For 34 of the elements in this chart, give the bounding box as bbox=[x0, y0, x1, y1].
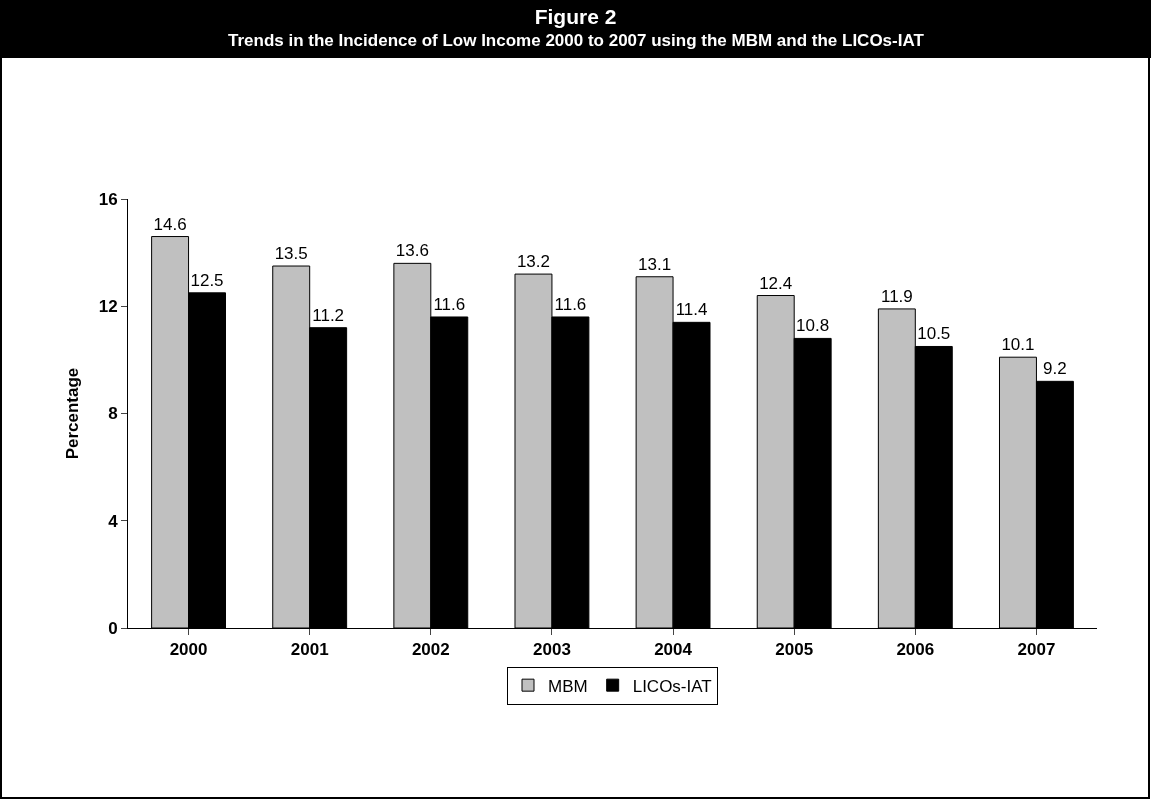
chart-subtitle: Trends in the Incidence of Low Income 2000 to 2007 using the MBM and the LICOs-IAT bbox=[228, 31, 925, 50]
data-label: 10.8 bbox=[796, 316, 830, 336]
data-label: 11.6 bbox=[433, 294, 466, 314]
data-label: 13.5 bbox=[274, 244, 308, 264]
legend-label: MBM bbox=[548, 676, 588, 696]
y-tick-label: 8 bbox=[108, 404, 118, 424]
y-tick-label: 12 bbox=[98, 297, 118, 317]
data-label: 10.1 bbox=[1001, 335, 1035, 355]
x-tick-label: 2002 bbox=[411, 640, 450, 660]
data-label: 13.1 bbox=[638, 254, 672, 274]
x-tick-label: 2007 bbox=[1017, 640, 1056, 660]
data-label: 10.5 bbox=[917, 324, 951, 344]
x-tick-label: 2006 bbox=[896, 640, 935, 660]
data-label: 11.9 bbox=[880, 286, 913, 306]
x-tick-label: 2003 bbox=[533, 640, 571, 660]
data-label: 11.4 bbox=[675, 300, 708, 320]
y-axis-title: Percentage bbox=[63, 367, 83, 460]
x-tick-label: 2004 bbox=[654, 640, 693, 660]
legend-label: LICOs-IAT bbox=[632, 676, 712, 696]
data-label: 14.6 bbox=[153, 214, 187, 234]
x-tick-label: 2005 bbox=[775, 640, 814, 660]
y-tick-label: 4 bbox=[108, 511, 119, 531]
data-label: 11.2 bbox=[312, 305, 345, 325]
data-label: 13.2 bbox=[516, 252, 551, 272]
data-label: 13.6 bbox=[395, 241, 429, 261]
y-tick-label: 0 bbox=[108, 618, 118, 638]
data-label: 11.6 bbox=[554, 294, 587, 314]
y-tick-label: 16 bbox=[98, 189, 118, 209]
x-tick-label: 2001 bbox=[290, 640, 329, 660]
data-label: 9.2 bbox=[1043, 359, 1067, 379]
data-label: 12.4 bbox=[759, 273, 793, 293]
data-label: 12.5 bbox=[190, 270, 224, 290]
x-tick-label: 2000 bbox=[169, 640, 208, 660]
chart-title: Figure 2 bbox=[534, 5, 617, 29]
